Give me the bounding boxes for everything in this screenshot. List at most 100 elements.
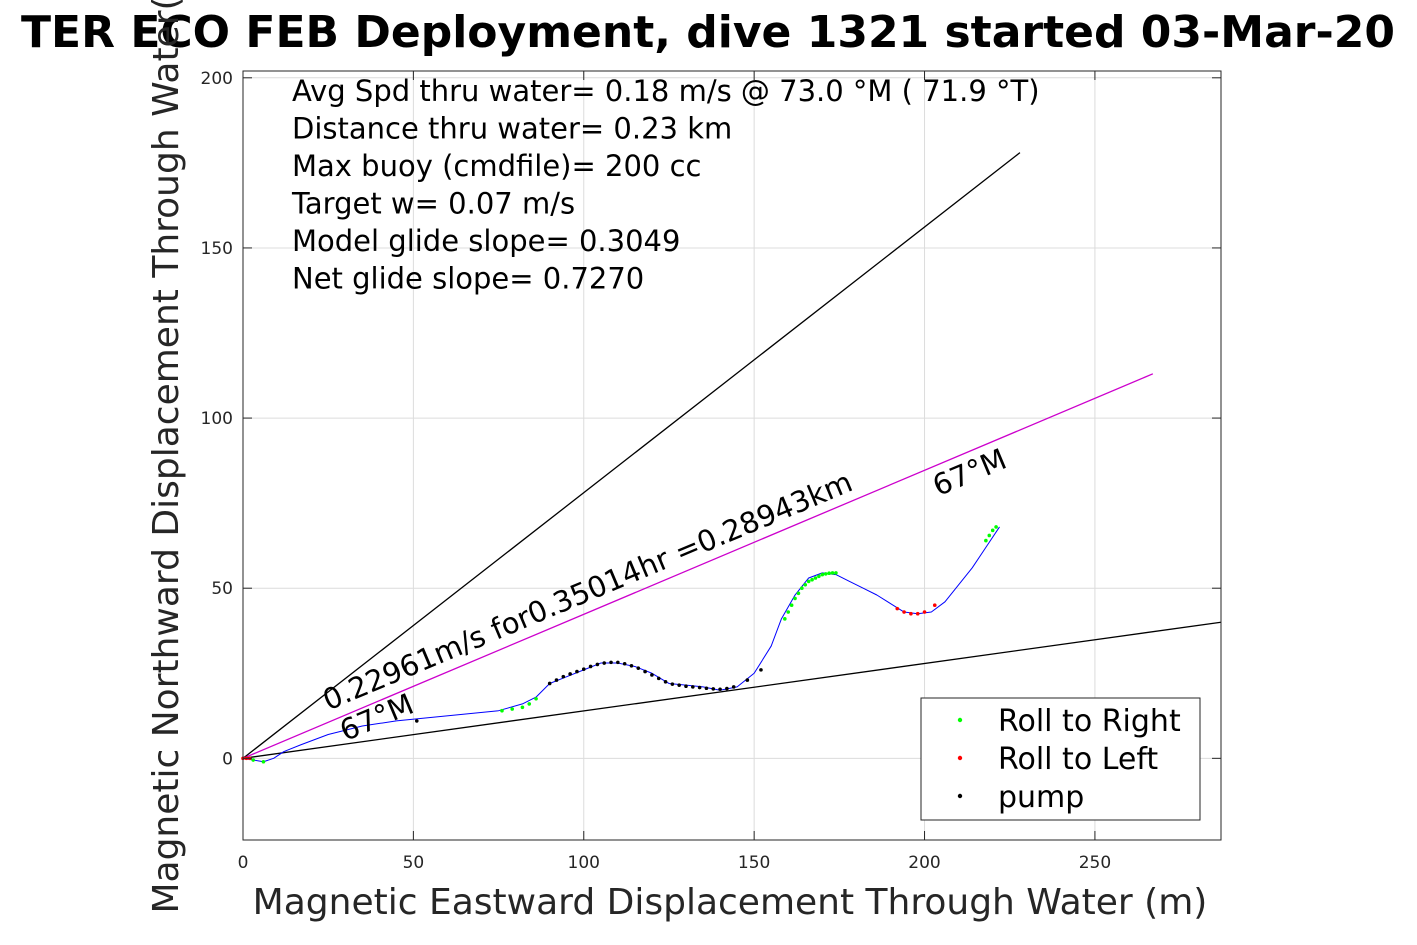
stats-line: Distance thru water= 0.23 km xyxy=(292,112,732,146)
y-axis-label: Magnetic Northward Displacement Through … xyxy=(146,0,187,914)
stats-line: Target w= 0.07 m/s xyxy=(291,187,575,221)
pump-point xyxy=(650,673,654,677)
pump-point xyxy=(622,661,627,666)
pump-point xyxy=(704,686,709,691)
roll-to-right-point xyxy=(827,571,831,576)
roll-to-right-point xyxy=(823,572,828,576)
legend-label: Roll to Left xyxy=(998,742,1158,777)
pump-point xyxy=(677,683,681,687)
pump-point xyxy=(595,662,600,667)
legend-marker xyxy=(957,717,963,723)
roll-to-right-point xyxy=(984,538,988,543)
pump-point xyxy=(643,669,647,674)
x-tick-label: 0 xyxy=(238,853,249,873)
y-tick-label: 150 xyxy=(201,239,233,259)
roll-to-right-point xyxy=(990,528,995,533)
pump-point xyxy=(718,687,722,692)
roll-to-right-point xyxy=(810,577,814,582)
x-axis-label: Magnetic Eastward Displacement Through W… xyxy=(253,882,1208,923)
roll-to-right-point xyxy=(786,610,791,614)
roll-to-left-point xyxy=(902,610,906,614)
roll-to-right-point xyxy=(500,708,504,713)
roll-to-right-point xyxy=(987,533,992,538)
plot-area: 0 50 100 150 200 250 0 50 100 150 200 xyxy=(201,69,1222,873)
roll-to-right-point xyxy=(813,576,818,580)
x-tick-label: 100 xyxy=(568,853,600,873)
x-tick-label: 250 xyxy=(1079,853,1111,873)
roll-to-left-point xyxy=(915,611,920,616)
pump-point xyxy=(636,666,641,670)
pump-point xyxy=(670,682,675,686)
roll-to-right-point xyxy=(793,596,797,601)
roll-to-right-point xyxy=(817,574,821,579)
roll-to-right-point xyxy=(789,603,794,608)
pump-point xyxy=(554,678,559,682)
legend-box xyxy=(920,697,1201,821)
pump-point xyxy=(731,685,736,689)
roll-to-right-point xyxy=(796,591,801,596)
data-points xyxy=(241,525,998,764)
legend-label: Roll to Right xyxy=(998,704,1181,739)
roll-to-right-point xyxy=(830,571,835,575)
roll-to-right-point xyxy=(527,702,532,706)
pump-point xyxy=(697,685,702,690)
roll-to-left-point xyxy=(932,603,937,608)
pump-point xyxy=(561,674,566,679)
pump-point xyxy=(629,663,634,668)
y-tick-label: 100 xyxy=(201,409,233,429)
roll-to-right-point xyxy=(800,586,804,591)
plot-border xyxy=(242,70,1222,841)
legend-marker xyxy=(957,755,963,761)
y-tick-label: 200 xyxy=(201,69,233,89)
y-tick-label: 0 xyxy=(222,749,233,769)
pump-point xyxy=(575,669,579,674)
x-tick-label: 150 xyxy=(738,853,770,873)
stats-text-block: Avg Spd thru water= 0.18 m/s @ 73.0 °M (… xyxy=(291,74,1040,296)
pump-point xyxy=(547,681,552,686)
stats-line: Max buoy (cmdfile)= 200 cc xyxy=(292,149,701,183)
reference-line-lower-bound xyxy=(243,621,1221,759)
roll-to-right-point xyxy=(834,571,838,575)
reference-lines xyxy=(243,152,1221,759)
grid xyxy=(242,71,1221,840)
roll-to-right-point xyxy=(806,579,811,584)
pump-point xyxy=(568,672,572,676)
x-tick-label: 200 xyxy=(908,853,940,873)
legend-marker xyxy=(957,793,963,799)
pump-point xyxy=(725,686,729,691)
pump-point xyxy=(616,660,620,665)
roll-to-right-point xyxy=(994,525,998,529)
reference-line-heading xyxy=(243,373,1154,759)
roll-to-right-point xyxy=(534,696,538,701)
roll-to-right-point xyxy=(783,617,787,621)
roll-to-left-point xyxy=(909,611,913,616)
stats-line: Avg Spd thru water= 0.18 m/s @ 73.0 °M (… xyxy=(292,74,1040,108)
roll-to-left-point xyxy=(922,610,927,614)
pump-point xyxy=(581,667,586,671)
pump-point xyxy=(663,679,668,684)
chart-title: TER ECO FEB Deployment, dive 1321 starte… xyxy=(21,7,1395,58)
roll-to-right-point xyxy=(251,758,256,762)
roll-to-right-point xyxy=(803,583,808,587)
roll-to-right-point xyxy=(820,572,825,577)
axis-ticks: 0 50 100 150 200 250 0 50 100 150 200 xyxy=(201,69,1221,873)
legend-label: pump xyxy=(998,780,1084,815)
pump-point xyxy=(602,661,607,665)
pump-point xyxy=(691,685,695,689)
stats-line: Model glide slope= 0.3049 xyxy=(292,224,680,258)
y-tick-label: 50 xyxy=(211,579,233,599)
pump-point xyxy=(414,719,419,723)
pump-point xyxy=(745,678,750,682)
roll-to-left-point xyxy=(895,606,900,611)
x-tick-label: 50 xyxy=(403,853,425,873)
pump-point xyxy=(588,664,593,669)
stats-line: Net glide slope= 0.7270 xyxy=(292,262,644,296)
pump-point xyxy=(759,668,763,672)
roll-to-right-point xyxy=(520,705,525,710)
roll-to-right-point xyxy=(261,759,266,764)
reference-line-upper-bound xyxy=(243,152,1021,759)
pump-point xyxy=(711,687,716,691)
